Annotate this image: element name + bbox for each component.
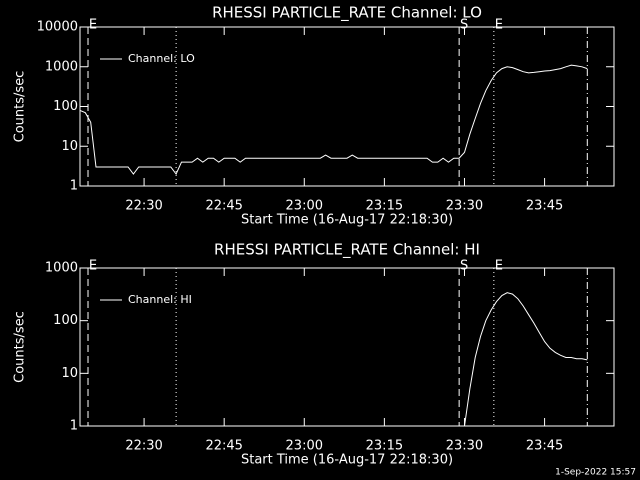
y-tick-label: 10 bbox=[61, 366, 78, 381]
y-tick-label: 1000 bbox=[45, 261, 78, 276]
x-tick-label: 23:45 bbox=[526, 199, 563, 214]
marker-label: E bbox=[89, 18, 97, 33]
marker-label: S bbox=[460, 259, 468, 274]
y-tick-label: 1 bbox=[70, 179, 78, 194]
y-axis-label: Counts/sec bbox=[13, 311, 28, 383]
data-line bbox=[464, 292, 588, 427]
x-tick-label: 22:45 bbox=[205, 199, 242, 214]
marker-label: S bbox=[460, 18, 468, 33]
y-tick-label: 1000 bbox=[45, 59, 78, 74]
y-tick-label: 100 bbox=[53, 313, 78, 328]
x-tick-label: 23:00 bbox=[286, 439, 323, 454]
x-tick-label: 23:00 bbox=[286, 199, 323, 214]
x-tick-label: 23:45 bbox=[526, 439, 563, 454]
y-tick-label: 10 bbox=[61, 139, 78, 154]
legend-label: Channel: HI bbox=[128, 293, 192, 306]
chart-title: RHESSI PARTICLE_RATE Channel: LO bbox=[212, 4, 482, 23]
chart-title: RHESSI PARTICLE_RATE Channel: HI bbox=[214, 241, 480, 260]
y-tick-label: 10000 bbox=[37, 20, 78, 35]
x-tick-label: 23:30 bbox=[446, 199, 483, 214]
plot-frame bbox=[79, 267, 615, 427]
footer: 1-Sep-2022 15:57 bbox=[555, 468, 636, 478]
marker-label: E bbox=[495, 18, 503, 33]
x-tick-label: 23:15 bbox=[366, 439, 403, 454]
x-axis-label: Start Time (16-Aug-17 22:18:30) bbox=[241, 213, 453, 228]
x-tick-label: 23:30 bbox=[446, 439, 483, 454]
y-tick-label: 1 bbox=[70, 419, 78, 434]
x-tick-label: 22:30 bbox=[125, 439, 162, 454]
x-tick-label: 22:30 bbox=[125, 199, 162, 214]
marker-label: E bbox=[495, 259, 503, 274]
legend-label: Channel: LO bbox=[128, 52, 195, 65]
data-line bbox=[79, 64, 588, 175]
x-tick-label: 22:45 bbox=[205, 439, 242, 454]
marker-label: E bbox=[89, 259, 97, 274]
x-axis-label: Start Time (16-Aug-17 22:18:30) bbox=[241, 453, 453, 468]
y-tick-label: 100 bbox=[53, 99, 78, 114]
x-tick-label: 23:15 bbox=[366, 199, 403, 214]
y-axis-label: Counts/sec bbox=[13, 71, 28, 143]
